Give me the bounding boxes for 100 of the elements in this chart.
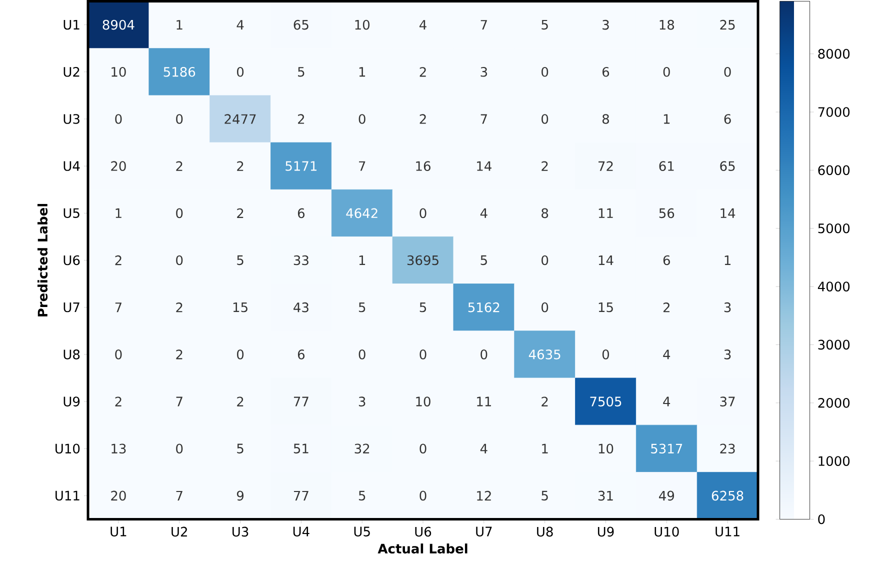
data-label: 5317 [651, 444, 682, 454]
data-label: 2 [663, 302, 670, 312]
data-label: 0 [358, 114, 366, 124]
y-tick-label: U3 [64, 114, 80, 124]
x-axis-title: Actual Label [378, 543, 468, 554]
data-label: 2 [420, 66, 426, 77]
data-label: 16 [416, 161, 430, 171]
y-tick-label: U4 [64, 161, 80, 171]
data-label: 1 [116, 208, 122, 218]
data-label: 10 [355, 20, 370, 30]
x-tick-label: U5 [354, 526, 370, 536]
data-label: 49 [659, 490, 674, 501]
color-bar-label: 2000 [818, 398, 850, 408]
color-bar-label: 8000 [818, 48, 850, 59]
data-label: 3 [724, 302, 731, 312]
x-tick-label: U8 [537, 526, 553, 536]
data-label: 6 [724, 114, 731, 124]
data-label: 43 [294, 302, 308, 312]
data-label: 5186 [164, 66, 196, 77]
data-label: 2 [420, 114, 426, 124]
data-label: 3 [480, 66, 488, 77]
x-tick-label: U10 [654, 526, 679, 536]
data-label: 5 [237, 444, 244, 454]
data-label: 1 [542, 444, 548, 454]
y-tick-label: U2 [64, 66, 80, 77]
x-tick-label: U11 [716, 526, 740, 536]
data-label: 0 [237, 349, 244, 360]
data-label: 0 [663, 66, 670, 77]
data-label: 2 [542, 161, 548, 171]
data-label: 10 [416, 396, 430, 406]
data-label: 14 [477, 161, 492, 171]
data-label: 25 [720, 20, 735, 30]
data-label: 4 [419, 20, 426, 30]
data-label: 14 [598, 255, 614, 265]
y-tick-label: U8 [64, 349, 80, 360]
data-label: 0 [542, 255, 548, 266]
data-label: 0 [115, 114, 122, 124]
data-label: 4 [663, 350, 670, 360]
data-label: 6 [298, 208, 304, 218]
data-label: 4 [236, 20, 244, 30]
color-bar-label: 6000 [818, 165, 850, 175]
data-label: 72 [598, 161, 613, 171]
data-label: 2 [115, 255, 122, 265]
data-label: 2 [176, 161, 182, 171]
data-label: 77 [294, 490, 308, 500]
data-label: 5 [358, 490, 366, 500]
data-label: 5 [542, 20, 548, 30]
data-label: 56 [659, 208, 674, 218]
y-tick-label: U9 [64, 396, 80, 406]
data-label: 4 [480, 444, 488, 454]
data-label: 11 [477, 396, 491, 406]
data-label: 3 [602, 20, 609, 30]
data-label: 7 [176, 396, 182, 406]
data-label: 3 [724, 349, 731, 360]
data-label: 7 [115, 302, 122, 312]
data-label: 20 [111, 161, 126, 171]
data-label: 0 [420, 208, 426, 218]
data-label: 2 [542, 396, 548, 406]
data-label: 3 [358, 396, 366, 406]
data-label: 6 [663, 255, 670, 266]
data-label: 0 [358, 349, 366, 360]
data-label: 1 [359, 255, 366, 265]
color-bar-label: 1000 [818, 456, 850, 466]
data-label: 14 [720, 208, 736, 218]
data-label: 1 [664, 114, 670, 124]
data-label: 7 [359, 161, 366, 171]
data-label: 0 [542, 302, 548, 312]
color-bar-label: 3000 [818, 340, 850, 350]
data-label: 0 [480, 349, 488, 360]
data-label: 6 [602, 66, 610, 77]
data-label: 2477 [224, 114, 256, 124]
data-label: 5 [420, 302, 426, 312]
data-label: 65 [294, 20, 308, 30]
y-tick-label: U10 [56, 444, 80, 454]
data-label: 65 [720, 161, 735, 171]
data-label: 10 [598, 444, 614, 454]
data-label: 2 [237, 396, 244, 406]
data-label: 0 [602, 349, 609, 360]
data-label: 1 [176, 20, 182, 30]
x-tick-label: U1 [110, 526, 126, 536]
y-tick-label: U6 [64, 255, 80, 266]
data-label: 8 [542, 208, 548, 218]
data-label: 0 [542, 66, 548, 77]
color-bar-label: 4000 [818, 282, 850, 292]
data-label: 7 [176, 490, 182, 500]
data-label: 31 [598, 490, 613, 501]
x-tick-label: U6 [415, 526, 432, 536]
data-label: 0 [176, 444, 183, 454]
color-bar-label: 7000 [818, 106, 850, 117]
data-label: 18 [660, 20, 674, 30]
data-label: 0 [420, 349, 426, 360]
data-label: 5 [358, 302, 366, 312]
data-label: 8904 [102, 20, 134, 30]
color-bar-label: 5000 [818, 223, 850, 234]
data-label: 6 [298, 349, 304, 360]
data-label: 1 [724, 255, 730, 265]
data-label: 2 [298, 114, 304, 124]
data-label: 0 [237, 66, 244, 77]
data-label: 5 [298, 66, 304, 77]
data-label: 61 [659, 161, 674, 171]
